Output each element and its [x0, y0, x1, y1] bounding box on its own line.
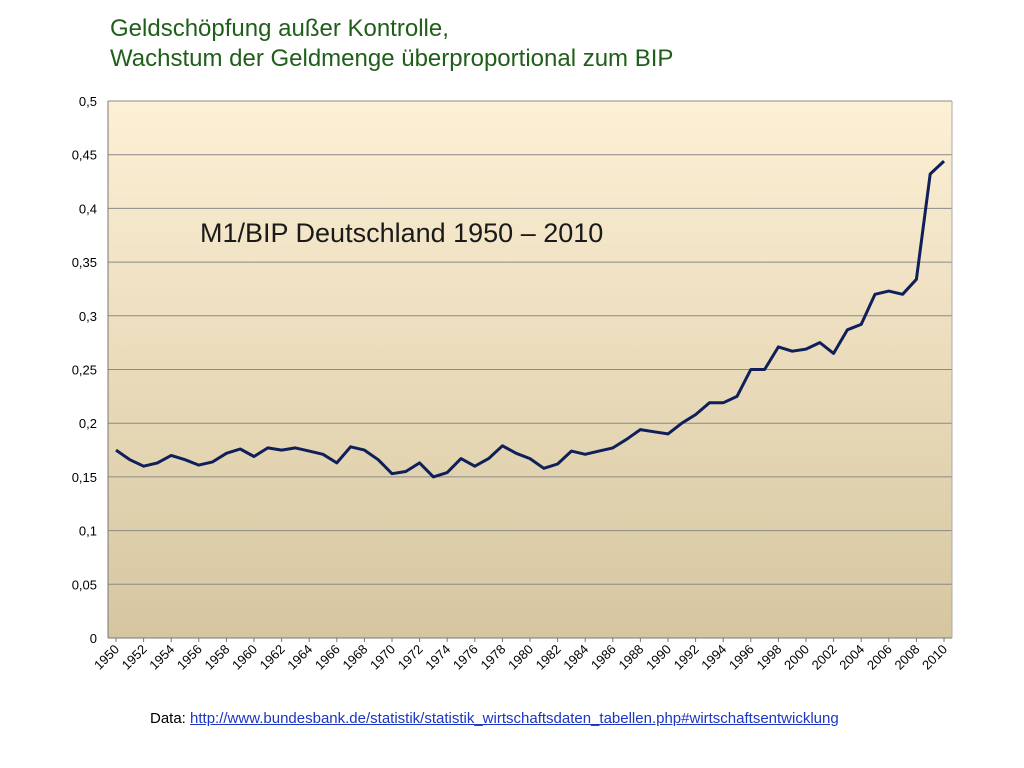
x-tick-label: 1990	[643, 642, 674, 673]
x-tick-label: 1970	[367, 642, 398, 673]
x-tick-label: 1996	[726, 642, 757, 673]
x-tick-label: 2006	[864, 642, 895, 673]
x-tick-label: 1972	[395, 642, 426, 673]
x-tick-label: 1992	[671, 642, 702, 673]
slide-title: Geldschöpfung außer Kontrolle, Wachstum …	[110, 14, 970, 74]
x-tick-label: 1962	[257, 642, 288, 673]
x-tick-label: 1976	[450, 642, 481, 673]
x-tick-label: 1980	[505, 642, 536, 673]
x-tick-label: 1978	[477, 642, 508, 673]
x-tick-label: 1968	[339, 642, 370, 673]
x-tick-label: 1984	[560, 642, 591, 673]
data-source: Data: http://www.bundesbank.de/statistik…	[150, 710, 839, 727]
series-line-m1-bip	[115, 160, 946, 479]
x-tick-label: 1958	[201, 642, 232, 673]
x-tick-label: 2004	[836, 642, 867, 673]
x-tick-label: 1988	[615, 642, 646, 673]
y-tick-label: 0,5	[79, 94, 97, 109]
axes	[107, 101, 953, 642]
x-tick-label: 1952	[119, 642, 150, 673]
x-tick-label: 1954	[146, 642, 177, 673]
y-tick-label: 0,25	[72, 363, 97, 378]
slide-title-line-1: Geldschöpfung außer Kontrolle,	[110, 15, 449, 42]
y-tick-label: 0,1	[79, 524, 97, 539]
x-tick-label: 1974	[422, 642, 453, 673]
data-source-link[interactable]: http://www.bundesbank.de/statistik/stati…	[190, 710, 839, 727]
y-tick-label: 0,4	[79, 201, 97, 216]
y-tick-label: 0,15	[72, 470, 97, 485]
data-source-label: Data:	[150, 710, 186, 727]
y-tick-label: 0,3	[79, 309, 97, 324]
x-tick-label: 1998	[753, 642, 784, 673]
y-tick-label: 0,45	[72, 148, 97, 163]
x-tick-label: 2002	[809, 642, 840, 673]
grid-lines	[108, 100, 952, 639]
y-tick-label: 0	[90, 631, 97, 646]
x-tick-label: 2010	[919, 642, 950, 673]
y-tick-label: 0,35	[72, 255, 97, 270]
x-tick-label: 1982	[533, 642, 564, 673]
y-tick-label: 0,2	[79, 416, 97, 431]
slide-title-line-2: Wachstum der Geldmenge überproportional …	[110, 45, 674, 72]
x-tick-label: 1964	[284, 642, 315, 673]
x-tick-label: 2000	[781, 642, 812, 673]
x-tick-label: 1986	[588, 642, 619, 673]
x-tick-label: 1966	[312, 642, 343, 673]
y-tick-label: 0,05	[72, 577, 97, 592]
x-tick-label: 1950	[91, 642, 122, 673]
y-tick-labels: 0 0,05 0,1 0,15 0,2 0,25 0,3 0,35 0,4 0,45 0,5	[72, 94, 97, 646]
x-tick-label: 1994	[698, 642, 729, 673]
chart-title: M1/BIP Deutschland 1950 – 2010	[200, 218, 603, 248]
x-tick-label: 1960	[229, 642, 260, 673]
x-tick-label: 2008	[891, 642, 922, 673]
x-tick-labels: 1950195219541956195819601962196419661968…	[91, 642, 950, 673]
x-tick-label: 1956	[174, 642, 205, 673]
